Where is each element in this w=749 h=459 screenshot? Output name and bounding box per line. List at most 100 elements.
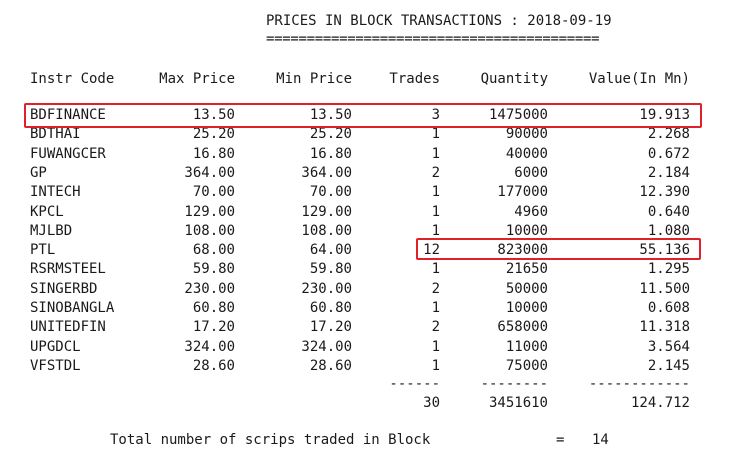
totals-row: 30 3451610 124.712 [0, 394, 749, 413]
separator-row: ------ -------- ------------ [0, 375, 749, 394]
cell-max: 17.20 [192, 319, 235, 336]
cell-value: 11.318 [639, 319, 690, 336]
cell-min: 230.00 [301, 280, 352, 297]
cell-value: 55.136 [639, 242, 690, 259]
cell-min: 70.00 [309, 184, 352, 201]
cell-code: FUWANGCER [30, 145, 106, 162]
header-value: Value(In Mn) [588, 71, 690, 87]
cell-trades: 1 [431, 184, 440, 201]
cell-value: 0.672 [647, 145, 690, 162]
cell-value: 2.184 [647, 164, 690, 181]
cell-value: 2.145 [647, 357, 690, 374]
table-row: UNITEDFIN 17.20 17.20 2 658000 11.318 [0, 318, 749, 337]
footer-scrip-count: 14 [592, 432, 609, 448]
footer-label: Total number of scrips traded in Block [110, 432, 431, 448]
cell-trades: 2 [431, 280, 440, 297]
cell-qty: 177000 [497, 184, 548, 201]
cell-qty: 1475000 [488, 107, 548, 123]
cell-qty: 4960 [514, 203, 548, 220]
cell-max: 16.80 [192, 145, 235, 162]
cell-code: PTL [30, 242, 56, 259]
cell-min: 60.80 [309, 300, 352, 316]
cell-min: 17.20 [309, 319, 352, 336]
cell-code: GP [30, 164, 47, 181]
cell-code: SINGERBD [30, 280, 98, 297]
cell-trades: 1 [431, 222, 440, 239]
cell-qty: 75000 [505, 357, 548, 374]
cell-qty: 10000 [505, 222, 548, 239]
header-instr-code: Instr Code [30, 71, 115, 87]
cell-min: 129.00 [301, 203, 352, 220]
cell-qty: 50000 [505, 280, 548, 297]
cell-code: SINOBANGLA [30, 300, 115, 316]
footer-equals: = [556, 432, 565, 448]
cell-min: 25.20 [309, 126, 352, 143]
table-row: VFSTDL 28.60 28.60 1 75000 2.145 [0, 357, 749, 376]
header-row: Instr Code Max Price Min Price Trades Qu… [0, 70, 749, 89]
total-value: 124.712 [630, 395, 690, 411]
cell-qty: 40000 [505, 145, 548, 162]
cell-code: KPCL [30, 203, 64, 220]
table-row: FUWANGCER 16.80 16.80 1 40000 0.672 [0, 145, 749, 164]
cell-min: 364.00 [301, 164, 352, 181]
table-row: INTECH 70.00 70.00 1 177000 12.390 [0, 183, 749, 202]
cell-trades: 1 [431, 261, 440, 278]
cell-max: 59.80 [192, 261, 235, 278]
cell-max: 108.00 [184, 222, 235, 239]
cell-max: 68.00 [192, 242, 235, 259]
table-row: BDFINANCE 13.50 13.50 3 1475000 19.913 [0, 106, 749, 125]
table-row: RSRMSTEEL 59.80 59.80 1 21650 1.295 [0, 260, 749, 279]
cell-max: 60.80 [192, 300, 235, 316]
cell-max: 324.00 [184, 338, 235, 355]
cell-trades: 1 [431, 126, 440, 143]
cell-code: RSRMSTEEL [30, 261, 106, 278]
cell-qty: 10000 [505, 300, 548, 316]
cell-qty: 823000 [497, 242, 548, 259]
table-row: PTL 68.00 64.00 12 823000 55.136 [0, 241, 749, 260]
header-quantity: Quantity [480, 71, 548, 87]
cell-max: 70.00 [192, 184, 235, 201]
cell-trades: 12 [423, 242, 440, 259]
separator-quantity: -------- [480, 376, 548, 392]
cell-value: 1.295 [647, 261, 690, 278]
cell-value: 3.564 [647, 338, 690, 355]
cell-code: UPGDCL [30, 338, 81, 355]
cell-min: 108.00 [301, 222, 352, 239]
cell-trades: 1 [431, 300, 440, 316]
cell-qty: 21650 [505, 261, 548, 278]
table-row: KPCL 129.00 129.00 1 4960 0.640 [0, 203, 749, 222]
cell-max: 13.50 [192, 107, 235, 123]
table-row: GP 364.00 364.00 2 6000 2.184 [0, 164, 749, 183]
cell-min: 28.60 [309, 357, 352, 374]
cell-qty: 658000 [497, 319, 548, 336]
cell-code: BDTHAI [30, 126, 81, 143]
cell-code: UNITEDFIN [30, 319, 106, 336]
cell-qty: 90000 [505, 126, 548, 143]
highlight-box-bdfinance [24, 103, 702, 128]
cell-value: 1.080 [647, 222, 690, 239]
header-trades: Trades [389, 71, 440, 87]
cell-trades: 1 [431, 203, 440, 220]
cell-value: 2.268 [647, 126, 690, 143]
cell-trades: 2 [431, 319, 440, 336]
header-max-price: Max Price [159, 71, 235, 87]
cell-value: 0.640 [647, 203, 690, 220]
cell-code: VFSTDL [30, 357, 81, 374]
cell-value: 11.500 [639, 280, 690, 297]
cell-trades: 1 [431, 145, 440, 162]
cell-value: 12.390 [639, 184, 690, 201]
cell-min: 59.80 [309, 261, 352, 278]
cell-min: 13.50 [309, 107, 352, 123]
cell-trades: 1 [431, 338, 440, 355]
cell-code: BDFINANCE [30, 107, 106, 123]
table-row: UPGDCL 324.00 324.00 1 11000 3.564 [0, 338, 749, 357]
cell-value: 0.608 [647, 300, 690, 316]
report-title: PRICES IN BLOCK TRANSACTIONS : 2018-09-1… [266, 13, 612, 29]
cell-max: 364.00 [184, 164, 235, 181]
total-trades: 30 [423, 395, 440, 411]
cell-max: 28.60 [192, 357, 235, 374]
header-min-price: Min Price [276, 71, 352, 87]
table-row: BDTHAI 25.20 25.20 1 90000 2.268 [0, 125, 749, 144]
cell-trades: 2 [431, 164, 440, 181]
cell-min: 16.80 [309, 145, 352, 162]
